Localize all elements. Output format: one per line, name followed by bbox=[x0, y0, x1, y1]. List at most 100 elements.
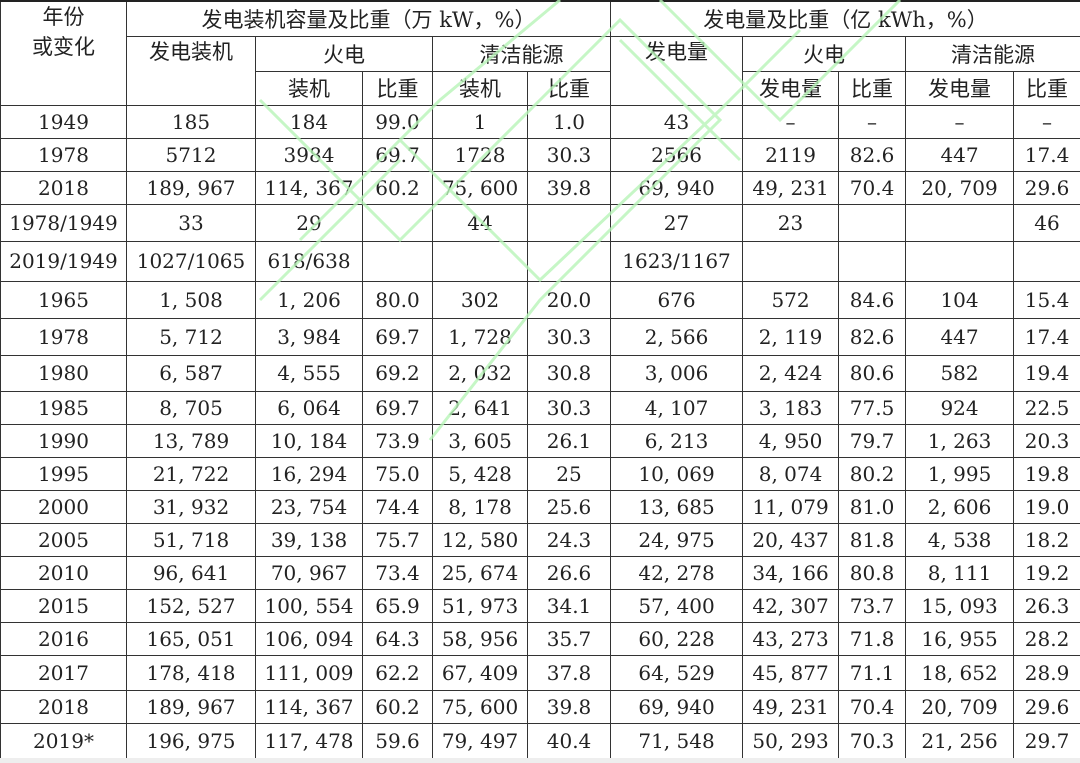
cell-clean-generation bbox=[905, 203, 1015, 242]
table-row: 2018 189, 967 114, 367 60.2 75, 600 39.8 69, 9… bbox=[0, 170, 1080, 205]
cell-year: 1949 bbox=[0, 104, 127, 139]
cell-thermal-capacity: 100, 554 bbox=[255, 588, 363, 623]
cell-generation: 6, 213 bbox=[610, 423, 744, 458]
cell-thermal-capacity: 3984 bbox=[255, 137, 363, 172]
cell-thermal-generation: 2, 424 bbox=[742, 354, 840, 392]
cell-clean-generation-share: 19.4 bbox=[1013, 354, 1080, 392]
cell-clean-capacity-share: 39.8 bbox=[526, 689, 612, 724]
cell-installed-capacity: 189, 967 bbox=[126, 689, 256, 724]
cell-clean-capacity: 58, 956 bbox=[432, 621, 528, 656]
table-row: 1978 5, 712 3, 984 69.7 1, 728 30.3 2, 566 2, 1… bbox=[0, 317, 1080, 356]
cell-thermal-generation: 43, 273 bbox=[742, 621, 840, 656]
cell-clean-capacity: 1 bbox=[432, 104, 528, 139]
cell-thermal-capacity: 10, 184 bbox=[255, 423, 363, 458]
cell-clean-capacity: 67, 409 bbox=[432, 654, 528, 691]
header-thermal-capacity-share: 比重 bbox=[362, 70, 433, 106]
cell-generation: 10, 069 bbox=[610, 456, 744, 491]
cell-generation: 60, 228 bbox=[610, 621, 744, 656]
cell-thermal-generation-share: 82.6 bbox=[838, 137, 907, 172]
cell-thermal-generation: 34, 166 bbox=[742, 555, 840, 590]
cell-thermal-capacity: 1, 206 bbox=[255, 280, 363, 319]
cell-clean-generation-share: 19.8 bbox=[1013, 456, 1080, 491]
cell-thermal-capacity: 29 bbox=[255, 203, 363, 242]
cell-year: 1985 bbox=[0, 390, 127, 425]
cell-installed-capacity: 1, 508 bbox=[126, 280, 256, 319]
cell-thermal-generation-share: 70.3 bbox=[838, 722, 907, 760]
cell-thermal-capacity-share: 69.7 bbox=[362, 390, 433, 425]
cell-thermal-generation: 4, 950 bbox=[742, 423, 840, 458]
table-row: 2018 189, 967 114, 367 60.2 75, 600 39.8 69, 9… bbox=[0, 689, 1080, 724]
table-row: 2019* 196, 975 117, 478 59.6 79, 497 40.4 71, … bbox=[0, 722, 1080, 760]
cell-year: 2000 bbox=[0, 489, 127, 524]
cell-clean-capacity bbox=[432, 240, 528, 282]
cell-clean-generation: – bbox=[905, 104, 1015, 139]
cell-clean-generation-share: 29.7 bbox=[1013, 722, 1080, 760]
cell-thermal-generation: 20, 437 bbox=[742, 522, 840, 557]
cell-thermal-generation: 8, 074 bbox=[742, 456, 840, 491]
cell-installed-capacity: 31, 932 bbox=[126, 489, 256, 524]
cell-thermal-capacity-share: 73.4 bbox=[362, 555, 433, 590]
cell-thermal-generation-share bbox=[838, 240, 907, 282]
header-clean-gen-share: 比重 bbox=[1013, 70, 1080, 106]
cell-thermal-capacity-share: 62.2 bbox=[362, 654, 433, 691]
cell-thermal-generation-share: 80.2 bbox=[838, 456, 907, 491]
cell-year: 2019/1949 bbox=[0, 240, 127, 282]
header-year: 年份 或变化 bbox=[0, 0, 127, 106]
cell-generation: 4, 107 bbox=[610, 390, 744, 425]
bottom-edge bbox=[0, 758, 1080, 763]
cell-thermal-capacity-share: 75.0 bbox=[362, 456, 433, 491]
cell-thermal-capacity-share: 74.4 bbox=[362, 489, 433, 524]
table-row: 1949 185 184 99.0 1 1.0 43– – – – bbox=[0, 104, 1080, 139]
cell-clean-generation-share bbox=[1013, 240, 1080, 282]
cell-generation: 69, 940 bbox=[610, 170, 744, 205]
cell-clean-capacity: 2, 032 bbox=[432, 354, 528, 392]
cell-generation: 64, 529 bbox=[610, 654, 744, 691]
cell-thermal-generation-share: 82.6 bbox=[838, 317, 907, 356]
cell-thermal-generation: 3, 183 bbox=[742, 390, 840, 425]
table-row: 2010 96, 641 70, 967 73.4 25, 674 26.6 42, 278… bbox=[0, 555, 1080, 590]
cell-generation: 57, 400 bbox=[610, 588, 744, 623]
cell-clean-generation-share: 15.4 bbox=[1013, 280, 1080, 319]
cell-thermal-generation: 45, 877 bbox=[742, 654, 840, 691]
cell-clean-capacity: 3, 605 bbox=[432, 423, 528, 458]
header-clean-generation: 清洁能源 bbox=[905, 35, 1080, 72]
cell-thermal-capacity-share: 73.9 bbox=[362, 423, 433, 458]
cell-year: 2005 bbox=[0, 522, 127, 557]
cell-generation: 676 bbox=[610, 280, 744, 319]
cell-thermal-generation bbox=[742, 240, 840, 282]
table-row: 2019/1949 1027/1065 618/638 1623/1167 bbox=[0, 240, 1080, 282]
cell-clean-generation-share: 18.2 bbox=[1013, 522, 1080, 557]
cell-thermal-generation: 2, 119 bbox=[742, 317, 840, 356]
cell-clean-capacity-share bbox=[526, 240, 612, 282]
cell-thermal-generation-share: 81.8 bbox=[838, 522, 907, 557]
cell-thermal-capacity-share bbox=[362, 240, 433, 282]
cell-clean-generation: 447 bbox=[905, 137, 1015, 172]
cell-thermal-capacity-share bbox=[362, 203, 433, 242]
header-thermal-gen-share: 比重 bbox=[838, 70, 907, 106]
cell-generation: 1623/1167 bbox=[610, 240, 744, 282]
cell-installed-capacity: 185 bbox=[126, 104, 256, 139]
cell-clean-generation-share: 17.4 bbox=[1013, 317, 1080, 356]
cell-installed-capacity: 189, 967 bbox=[126, 170, 256, 205]
cell-clean-capacity: 12, 580 bbox=[432, 522, 528, 557]
table-row: 2016 165, 051 106, 094 64.3 58, 956 35.7 60, 2… bbox=[0, 621, 1080, 656]
cell-year: 2018 bbox=[0, 170, 127, 205]
cell-clean-generation: 1, 995 bbox=[905, 456, 1015, 491]
cell-year: 1995 bbox=[0, 456, 127, 491]
cell-clean-generation-share: 46 bbox=[1013, 203, 1080, 242]
cell-thermal-generation-share: 71.8 bbox=[838, 621, 907, 656]
cell-thermal-capacity: 70, 967 bbox=[255, 555, 363, 590]
cell-year: 1978/1949 bbox=[0, 203, 127, 242]
cell-installed-capacity: 96, 641 bbox=[126, 555, 256, 590]
header-thermal-installed: 装机 bbox=[255, 70, 363, 106]
table-row: 1978 5712 3984 69.7 1728 30.3 2566 2119 82.6 447 1… bbox=[0, 137, 1080, 172]
cell-generation: 3, 006 bbox=[610, 354, 744, 392]
table-row: 1980 6, 587 4, 555 69.2 2, 032 30.8 3, 006 2, 4… bbox=[0, 354, 1080, 392]
cell-thermal-generation: – bbox=[742, 104, 840, 139]
cell-clean-capacity: 2, 641 bbox=[432, 390, 528, 425]
cell-thermal-generation-share: 70.4 bbox=[838, 170, 907, 205]
cell-thermal-capacity: 117, 478 bbox=[255, 722, 363, 760]
cell-thermal-capacity: 6, 064 bbox=[255, 390, 363, 425]
table-row: 2005 51, 718 39, 138 75.7 12, 580 24.3 24, 975… bbox=[0, 522, 1080, 557]
